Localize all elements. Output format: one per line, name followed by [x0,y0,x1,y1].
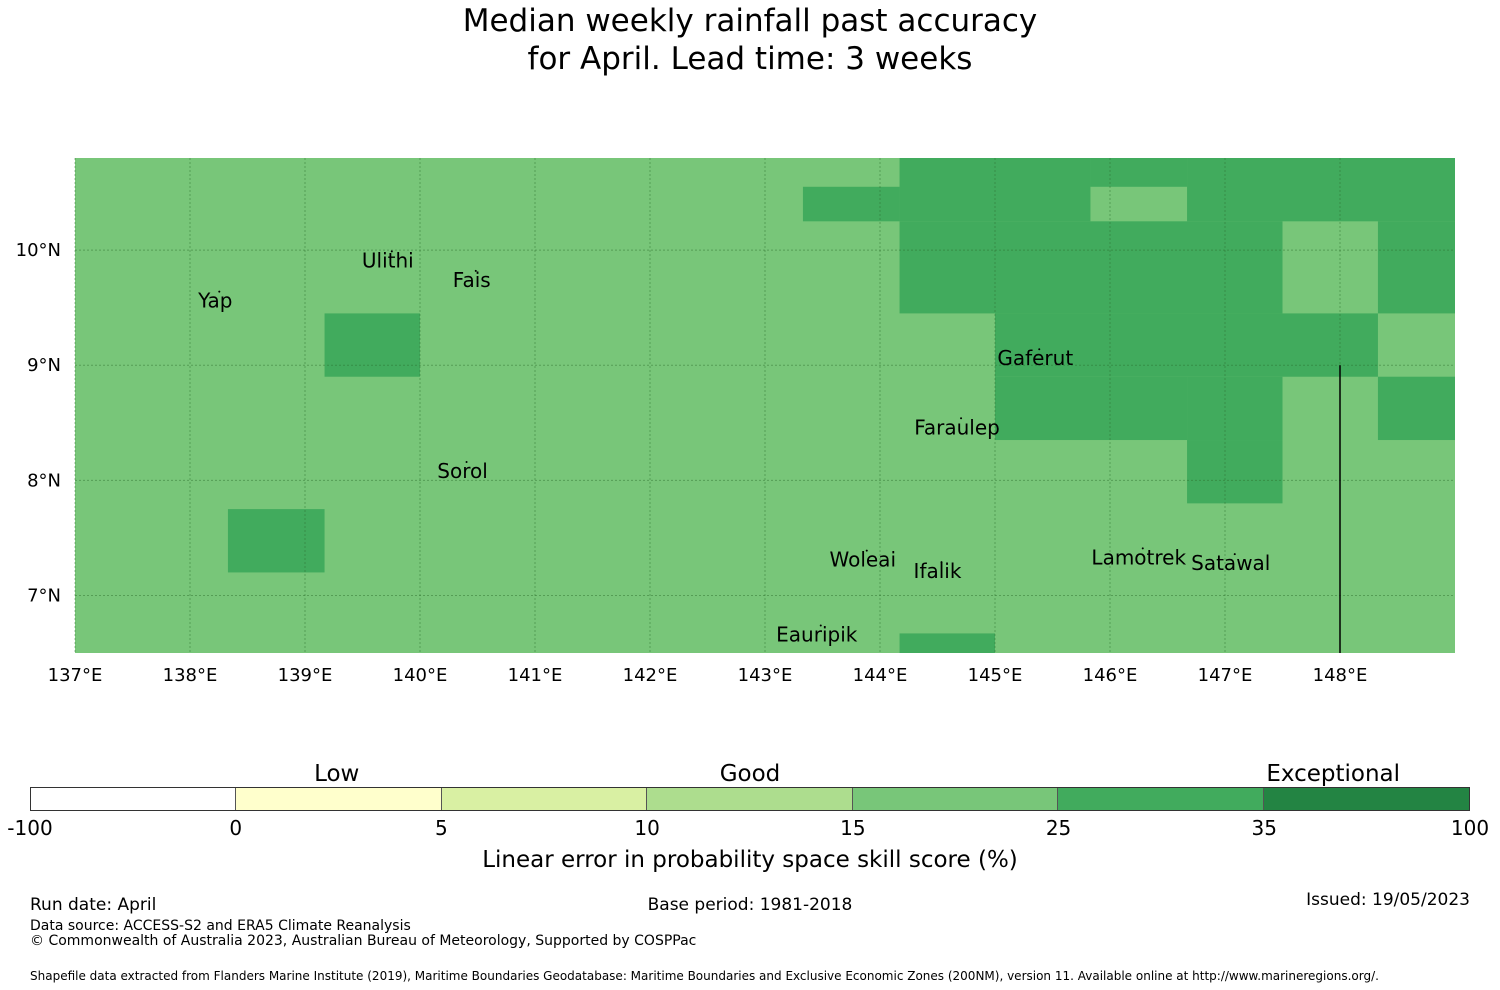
skill-cell-2 [995,158,1091,222]
island-dot [218,290,221,293]
lon-tick-label: 142°E [623,665,678,686]
lon-tick-label: 140°E [393,665,448,686]
colorbar-tick-label: 25 [1045,816,1072,840]
skill-cell-5 [899,221,1283,314]
colorbar-tick-label: 100 [1450,816,1490,840]
skill-cell-7 [324,313,420,377]
skill-cell-11 [1377,376,1455,441]
island-dot [1141,547,1144,550]
skill-cell-1 [899,158,995,222]
map-title: Median weekly rainfall past accuracy for… [0,2,1500,78]
lat-tick-label: 7°N [27,585,61,606]
island-dot [865,549,868,552]
island-dot [960,417,963,420]
lon-tick-label: 144°E [853,665,908,686]
colorbar-label: Linear error in probability space skill … [482,847,1018,873]
colorbar-tick-label: 15 [840,816,866,840]
lon-tick-label: 139°E [278,665,333,686]
colorbar-tick-label: 0 [229,816,243,840]
skill-cell-3 [1090,158,1188,187]
place-label-sorol: Sorol [437,459,488,483]
island-dot [474,269,477,272]
colorbar-tick-label: 35 [1251,816,1278,840]
copyright: © Commonwealth of Australia 2023, Austra… [30,933,697,949]
skill-cell-14 [899,633,995,653]
graticule [74,158,1455,653]
place-labels: Yap Ulithi Fais Gaferut Faraulep Sorol Woleai I… [197,248,1270,646]
colorbar-bin-1 [236,788,442,810]
legend-header-good: Good [719,761,781,787]
island-dot [1233,553,1236,556]
colorbar-tick-label: 10 [634,816,660,840]
colorbar-bin-0 [31,788,237,810]
axis-ticks: 137°E 138°E 139°E 140°E 141°E 142°E 143°E 144°E… [16,240,1368,686]
skill-cell-10 [1187,376,1283,441]
colorbar-bin-6 [1263,788,1469,810]
skill-cell-4 [1187,158,1455,222]
place-label-faraulep: Faraulep [914,415,1000,439]
colorbar-bin-4 [852,788,1059,810]
data-source: Data source: ACCESS-S2 and ERA5 Climate … [30,918,411,934]
island-dot [465,461,468,464]
lon-tick-label: 148°E [1313,665,1368,686]
lon-tick-label: 141°E [508,665,563,686]
island-dot [1038,348,1041,351]
lon-tick-label: 143°E [738,665,793,686]
place-label-gaferut: Gaferut [997,346,1073,370]
place-label-fais: Fais [453,268,491,292]
colorbar-tick-label: 5 [435,816,448,840]
skill-grid-cells [75,158,1455,653]
place-label-yap: Yap [197,289,232,313]
lon-tick-label: 146°E [1083,665,1138,686]
lon-tick-label: 138°E [163,665,218,686]
colorbar-bin-3 [647,788,853,810]
legend-header-low: Low [314,761,360,787]
place-label-ulithi: Ulithi [362,248,414,272]
lon-tick-label: 137°E [48,665,103,686]
island-dot [819,624,822,627]
colorbar-tick-label: -100 [7,816,53,840]
place-label-woleai: Woleai [829,548,896,572]
skill-cell-0 [802,186,900,222]
lat-tick-label: 10°N [16,240,61,261]
lat-tick-label: 8°N [27,470,61,491]
skill-map: Yap Ulithi Fais Gaferut Faraulep Sorol Woleai I… [16,158,1455,686]
lon-tick-label: 145°E [968,665,1023,686]
lat-tick-label: 9°N [27,355,61,376]
colorbar [30,787,1470,811]
issued-date: Issued: 19/05/2023 [1306,890,1470,910]
island-dot [390,250,393,253]
title-line-2: for April. Lead time: 3 weeks [527,41,973,77]
skill-cell-6 [1377,221,1455,314]
run-date: Run date: April [30,895,157,915]
colorbar-bin-2 [441,788,648,810]
place-label-ifalik: Ifalik [914,559,962,583]
skill-cell-8 [995,313,1378,377]
lon-tick-label: 147°E [1198,665,1253,686]
skill-cell-13 [227,509,325,573]
island-dot [940,561,943,564]
title-line-1: Median weekly rainfall past accuracy [462,3,1038,39]
place-label-lamotrek: Lamotrek [1091,545,1186,569]
legend-header-exceptional: Exceptional [1266,761,1401,787]
place-label-satawal: Satawal [1191,551,1270,575]
base-period: Base period: 1981-2018 [647,895,853,915]
shapefile-credit: Shapefile data extracted from Flanders M… [30,969,1379,983]
place-label-eauripik: Eauripik [776,622,858,646]
skill-cell-12 [1187,440,1283,504]
skill-cell-9 [995,376,1188,441]
colorbar-bin-5 [1058,788,1264,810]
